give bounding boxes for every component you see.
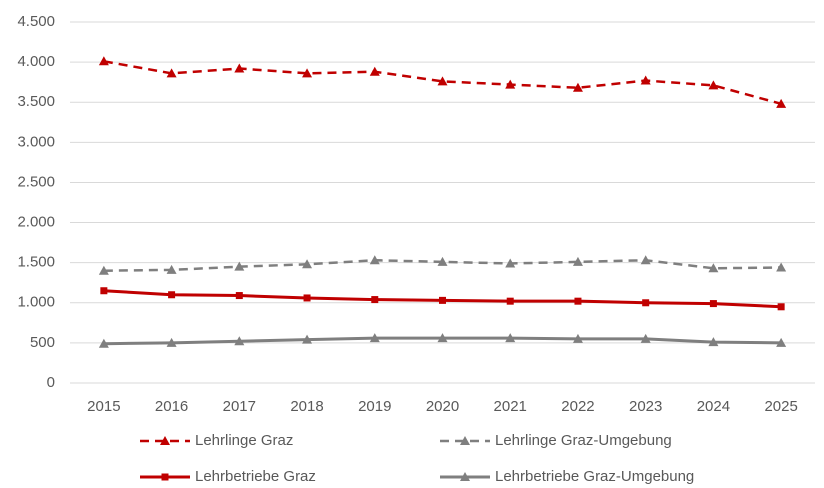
legend-marker: [161, 473, 169, 481]
data-point: [98, 56, 109, 66]
data-point: [369, 333, 380, 343]
legend-marker: [160, 436, 170, 445]
data-point: [505, 258, 516, 268]
y-tick-label: 0: [47, 374, 55, 391]
x-tick-label: 2025: [764, 398, 797, 415]
y-tick-label: 2.000: [17, 214, 55, 231]
x-tick-label: 2018: [290, 398, 323, 415]
data-point: [505, 333, 516, 343]
x-tick-label: 2022: [561, 398, 594, 415]
data-point: [574, 297, 582, 305]
data-point: [572, 256, 583, 266]
y-tick-label: 2.500: [17, 173, 55, 190]
x-tick-label: 2016: [155, 398, 188, 415]
data-point: [708, 337, 719, 347]
y-tick-label: 500: [30, 334, 55, 351]
x-tick-label: 2023: [629, 398, 662, 415]
data-point: [302, 68, 313, 78]
data-point: [166, 264, 177, 274]
data-point: [437, 333, 448, 343]
data-point: [640, 255, 651, 265]
x-tick-label: 2017: [223, 398, 256, 415]
data-point: [235, 292, 243, 300]
data-point: [640, 333, 651, 343]
data-point: [439, 296, 446, 304]
data-point: [505, 79, 516, 89]
data-point: [371, 296, 379, 304]
data-point: [572, 82, 583, 92]
data-point: [234, 63, 245, 73]
data-point: [302, 259, 313, 269]
y-tick-label: 1.500: [17, 254, 55, 271]
legend-label: Lehrbetriebe Graz-Umgebung: [495, 468, 694, 485]
data-point: [437, 256, 448, 266]
data-point: [369, 255, 380, 265]
data-point: [168, 291, 176, 299]
data-point: [642, 299, 650, 307]
x-tick-label: 2021: [494, 398, 527, 415]
legend-marker: [460, 436, 470, 445]
legend-label: Lehrbetriebe Graz: [195, 468, 316, 485]
x-tick-label: 2024: [697, 398, 730, 415]
data-point: [777, 303, 785, 311]
y-tick-label: 4.000: [17, 53, 55, 70]
y-tick-label: 3.500: [17, 93, 55, 110]
data-point: [166, 337, 177, 347]
data-point: [572, 333, 583, 343]
legend-label: Lehrlinge Graz: [195, 432, 293, 449]
y-tick-label: 1.000: [17, 294, 55, 311]
x-tick-label: 2019: [358, 398, 391, 415]
data-point: [709, 300, 717, 308]
data-point: [506, 297, 514, 305]
data-point: [98, 265, 109, 275]
data-point: [708, 263, 719, 273]
data-point: [234, 336, 245, 346]
data-point: [369, 66, 380, 76]
data-point: [776, 262, 787, 272]
data-point: [708, 80, 719, 90]
y-tick-label: 4.500: [17, 13, 55, 30]
data-point: [302, 334, 313, 344]
data-point: [303, 294, 311, 302]
x-tick-label: 2015: [87, 398, 120, 415]
data-point: [234, 261, 245, 271]
data-point: [100, 287, 108, 295]
data-point: [640, 75, 651, 85]
data-point: [776, 98, 787, 108]
legend-label: Lehrlinge Graz-Umgebung: [495, 432, 672, 449]
legend-marker: [460, 472, 470, 481]
y-tick-label: 3.000: [17, 133, 55, 150]
data-point: [776, 337, 787, 347]
data-point: [437, 76, 448, 86]
data-point: [98, 338, 109, 348]
data-point: [166, 68, 177, 78]
x-tick-label: 2020: [426, 398, 459, 415]
